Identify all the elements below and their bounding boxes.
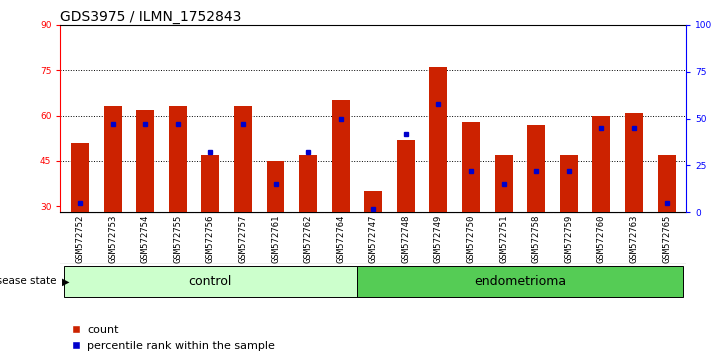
Text: control: control bbox=[188, 275, 232, 288]
Bar bbox=[625, 113, 643, 212]
Bar bbox=[560, 155, 578, 212]
Bar bbox=[267, 161, 284, 212]
Text: GSM572764: GSM572764 bbox=[336, 215, 345, 263]
Bar bbox=[397, 140, 415, 212]
Text: GSM572751: GSM572751 bbox=[499, 215, 508, 263]
Bar bbox=[299, 155, 317, 212]
Text: GSM572763: GSM572763 bbox=[629, 215, 638, 263]
Bar bbox=[429, 67, 447, 212]
Text: GSM572750: GSM572750 bbox=[466, 215, 476, 263]
Bar bbox=[357, 266, 683, 297]
Bar bbox=[71, 143, 89, 212]
Text: GSM572754: GSM572754 bbox=[141, 215, 149, 263]
Text: GSM572752: GSM572752 bbox=[75, 215, 85, 263]
Text: GSM572757: GSM572757 bbox=[238, 215, 247, 263]
Text: disease state: disease state bbox=[0, 276, 57, 286]
Text: GSM572755: GSM572755 bbox=[173, 215, 182, 263]
Text: GSM572762: GSM572762 bbox=[304, 215, 313, 263]
Text: GDS3975 / ILMN_1752843: GDS3975 / ILMN_1752843 bbox=[60, 10, 242, 24]
Bar bbox=[234, 107, 252, 212]
Bar bbox=[495, 155, 513, 212]
Text: GSM572753: GSM572753 bbox=[108, 215, 117, 263]
Legend: count, percentile rank within the sample: count, percentile rank within the sample bbox=[66, 321, 279, 354]
Text: GSM572749: GSM572749 bbox=[434, 215, 443, 263]
Text: GSM572759: GSM572759 bbox=[565, 215, 573, 263]
Bar bbox=[104, 107, 122, 212]
Text: ▶: ▶ bbox=[62, 276, 70, 286]
Bar bbox=[332, 101, 350, 212]
Text: GSM572761: GSM572761 bbox=[271, 215, 280, 263]
Bar bbox=[528, 125, 545, 212]
Text: GSM572756: GSM572756 bbox=[206, 215, 215, 263]
Bar bbox=[364, 191, 383, 212]
Bar bbox=[137, 109, 154, 212]
Bar bbox=[462, 122, 480, 212]
Text: GSM572747: GSM572747 bbox=[369, 215, 378, 263]
Text: GSM572765: GSM572765 bbox=[662, 215, 671, 263]
Bar bbox=[64, 266, 357, 297]
Bar bbox=[169, 107, 187, 212]
Text: GSM572748: GSM572748 bbox=[402, 215, 410, 263]
Text: endometrioma: endometrioma bbox=[474, 275, 566, 288]
Bar bbox=[658, 155, 675, 212]
Text: GSM572760: GSM572760 bbox=[597, 215, 606, 263]
Bar bbox=[592, 115, 610, 212]
Text: GSM572758: GSM572758 bbox=[532, 215, 540, 263]
Bar bbox=[201, 155, 219, 212]
